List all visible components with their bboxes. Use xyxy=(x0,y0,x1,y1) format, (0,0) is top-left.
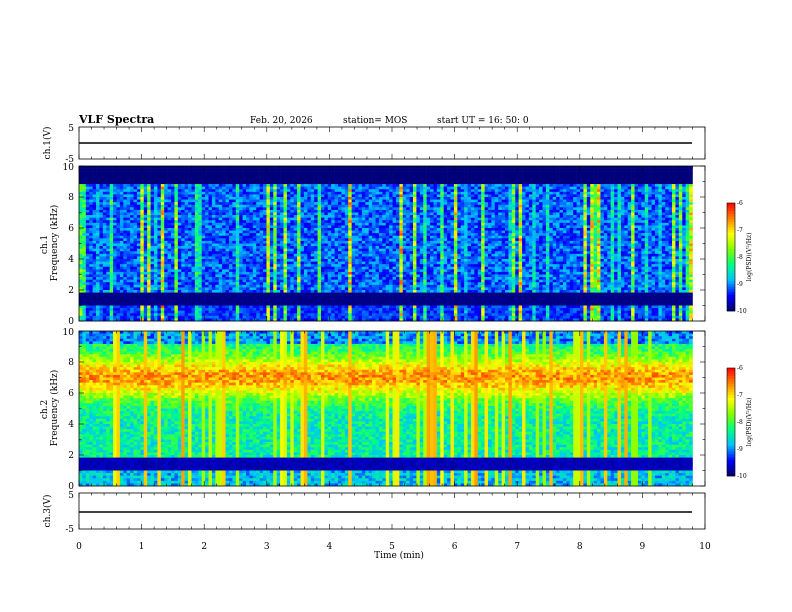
ch1-ylabel-line2: Frequency (kHz) xyxy=(49,205,60,282)
ch2-colorbar-label: log(PSD)(V²/Hz) xyxy=(746,398,753,447)
ch2-freq-tick-10: 10 xyxy=(63,328,75,338)
ch2-cb-tick-m8: -8 xyxy=(737,419,743,426)
ch2-cb-tick-m10: -10 xyxy=(737,473,747,480)
ch2-colorbar-frame xyxy=(726,367,736,477)
figure-title: VLF Spectra xyxy=(78,113,154,126)
ch2-spectrogram-panel: 0 2 4 6 8 10 ch.2 Frequency (kHz) -6 -7 … xyxy=(40,328,753,492)
time-tick-label-8: 8 xyxy=(577,542,583,552)
ch3-ytick-bottom: -5 xyxy=(65,525,74,535)
station-label: station= MOS xyxy=(343,116,407,126)
time-tick-label-9: 9 xyxy=(640,542,646,552)
ch1-freq-tick-0: 0 xyxy=(68,317,74,327)
ch1-ytick-bottom: -5 xyxy=(65,155,74,165)
ch1-ylabel-line1: ch.1 xyxy=(40,235,50,254)
ch3-waveform-panel: 5 -5 ch.3(V) 0 1 2 3 4 5 6 7 8 9 10 Time (min) xyxy=(42,491,711,561)
ch2-colorbar-gradient xyxy=(727,368,735,477)
time-axis-tick-labels: 0 1 2 3 4 5 6 7 8 9 10 xyxy=(76,542,711,552)
ch1-waveform-ylabel: ch.1(V) xyxy=(42,127,53,160)
time-tick-label-10: 10 xyxy=(699,542,711,552)
time-tick-label-5: 5 xyxy=(389,542,395,552)
ch1-cb-tick-m10: -10 xyxy=(737,308,747,315)
ch3-waveform-ylabel: ch.3(V) xyxy=(42,495,53,528)
ch2-freq-tick-0: 0 xyxy=(68,482,74,492)
ch1-cb-tick-m9: -9 xyxy=(737,281,743,288)
ch2-colorbar: -6 -7 -8 -9 -10 log(PSD)(V²/Hz) xyxy=(726,365,753,480)
ch1-spectrogram-image xyxy=(79,166,693,322)
ch2-freq-tick-2: 2 xyxy=(68,451,74,461)
ch1-spectrogram-ylabel: ch.1 Frequency (kHz) xyxy=(40,205,60,282)
ch2-ylabel-line2: Frequency (kHz) xyxy=(49,370,60,447)
time-tick-label-3: 3 xyxy=(264,542,270,552)
ch2-spectrogram-image xyxy=(79,331,693,487)
ch2-freq-tick-8: 8 xyxy=(68,358,74,368)
ch3-ytick-top: 5 xyxy=(68,491,74,501)
ch2-ylabel-line1: ch.2 xyxy=(40,400,50,419)
axis-tick-marks xyxy=(78,127,706,529)
ch1-colorbar-gradient xyxy=(727,203,735,312)
ch1-cb-tick-m7: -7 xyxy=(737,227,743,234)
ch1-freq-tick-2: 2 xyxy=(68,286,74,296)
ch3-waveform-frame xyxy=(78,492,706,530)
time-tick-label-2: 2 xyxy=(201,542,207,552)
ch2-cb-tick-m9: -9 xyxy=(737,446,743,453)
ch1-cb-tick-m6: -6 xyxy=(737,200,743,207)
ch2-cb-tick-m7: -7 xyxy=(737,392,743,399)
ch1-freq-tick-10: 10 xyxy=(63,163,75,173)
time-axis-label: Time (min) xyxy=(374,550,424,561)
time-tick-label-4: 4 xyxy=(327,542,333,552)
ch1-waveform-panel: 5 -5 ch.1(V) xyxy=(42,124,706,165)
ch1-freq-tick-6: 6 xyxy=(68,224,74,234)
ch1-ytick-top: 5 xyxy=(68,124,74,134)
ch1-colorbar: -6 -7 -8 -9 -10 log(PSD)(V²/Hz) xyxy=(726,200,753,315)
ch1-colorbar-label: log(PSD)(V²/Hz) xyxy=(746,233,753,282)
time-tick-label-0: 0 xyxy=(76,542,82,552)
ch2-spectrogram-ylabel: ch.2 Frequency (kHz) xyxy=(40,370,60,447)
ch2-freq-tick-6: 6 xyxy=(68,389,74,399)
ch2-cb-tick-m6: -6 xyxy=(737,365,743,372)
ch2-freq-tick-4: 4 xyxy=(68,420,74,430)
ch1-spectrogram-panel: 0 2 4 6 8 10 ch.1 Frequency (kHz) -6 -7 … xyxy=(40,163,753,327)
time-tick-label-6: 6 xyxy=(452,542,458,552)
ch1-colorbar-frame xyxy=(726,202,736,312)
ch1-cb-tick-m8: -8 xyxy=(737,254,743,261)
date-label: Feb. 20, 2026 xyxy=(250,116,313,126)
ch1-freq-tick-4: 4 xyxy=(68,255,74,265)
time-tick-label-7: 7 xyxy=(514,542,520,552)
start-time-label: start UT = 16: 50: 0 xyxy=(437,116,529,126)
time-tick-label-1: 1 xyxy=(139,542,145,552)
ch1-freq-tick-8: 8 xyxy=(68,193,74,203)
